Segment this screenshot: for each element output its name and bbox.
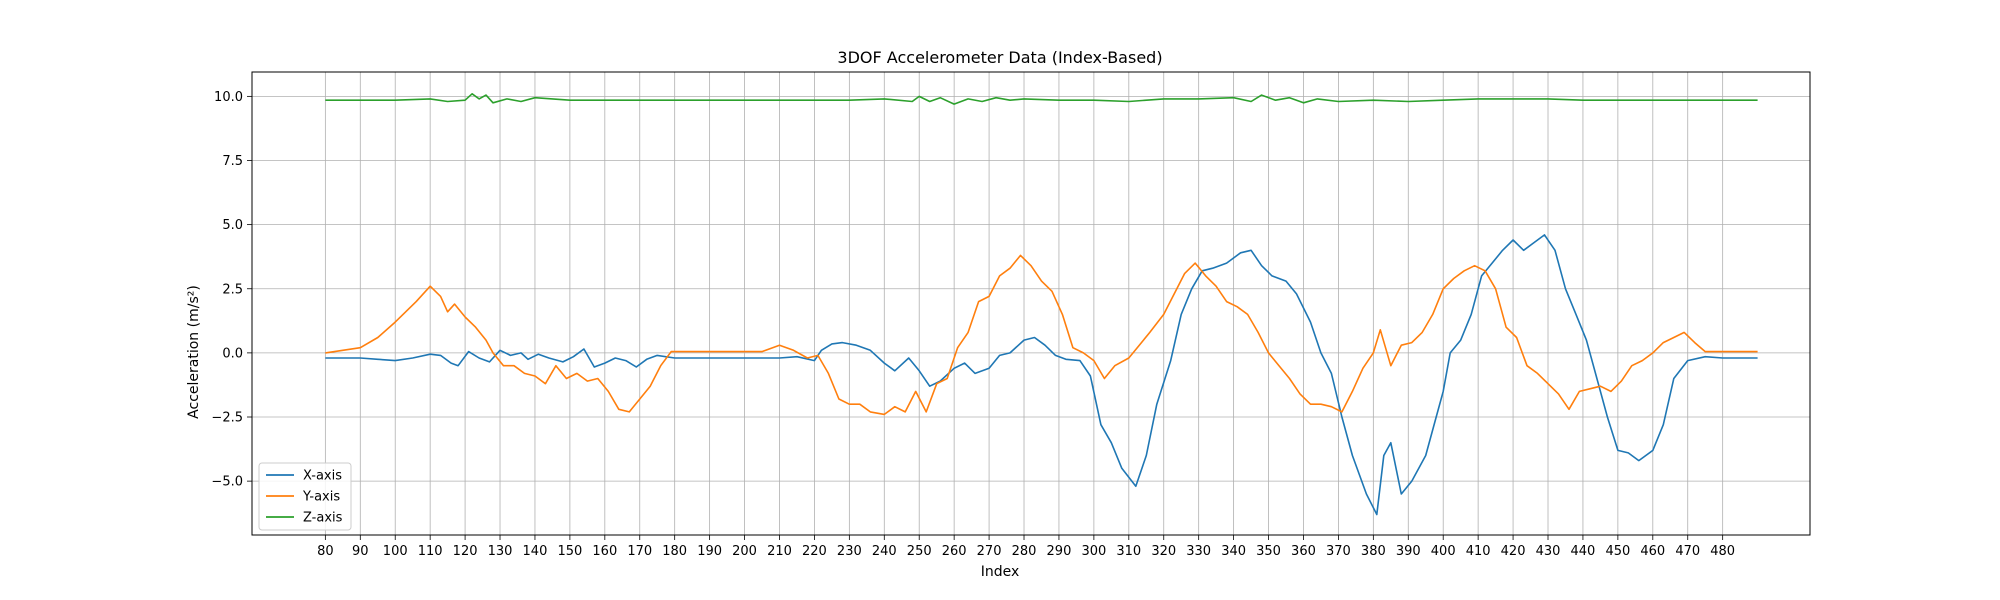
series-line-y-axis [325,254,1758,416]
plot-area [252,72,1810,535]
legend-label-z-axis: Z-axis [303,511,343,526]
x-tick-label: 200 [732,544,757,559]
y-tick-label: −5.0 [211,475,243,490]
x-tick-label: 240 [872,544,897,559]
y-axis-label: Acceleration (m/s²) [186,285,202,419]
x-tick-label: 210 [767,544,792,559]
x-tick-label: 100 [383,544,408,559]
y-tick-label: 10.0 [214,90,243,105]
x-tick-label: 260 [942,544,967,559]
x-tick-label: 310 [1116,544,1141,559]
x-tick-label: 90 [352,544,369,559]
x-tick-label: 180 [662,544,687,559]
y-tick-label: 7.5 [222,154,243,169]
x-tick-label: 360 [1291,544,1316,559]
series-lines [325,93,1758,516]
plot-background [252,72,1810,535]
legend: X-axis Y-axis Z-axis [258,462,352,531]
plot-frame [251,71,1811,536]
x-tick-label: 110 [418,544,443,559]
x-axis-ticks: 80 90 100 110 120 130 140 150 160 170 180 190 200 210… [317,535,1735,559]
x-tick-label: 410 [1466,544,1491,559]
x-tick-label: 300 [1081,544,1106,559]
x-tick-label: 140 [523,544,548,559]
y-tick-label: 5.0 [222,218,243,233]
x-tick-label: 480 [1710,544,1735,559]
x-tick-label: 280 [1012,544,1037,559]
x-tick-label: 160 [592,544,617,559]
chart-title: 3DOF Accelerometer Data (Index-Based) [837,48,1162,67]
x-tick-label: 80 [317,544,334,559]
x-tick-label: 270 [977,544,1002,559]
x-tick-label: 440 [1571,544,1596,559]
gridlines [252,72,1810,535]
x-tick-label: 320 [1151,544,1176,559]
legend-label-x-axis: X-axis [303,469,342,484]
y-tick-label: 0.0 [222,346,243,361]
x-axis-label: Index [981,564,1020,580]
x-tick-label: 250 [907,544,932,559]
series-line-z-axis [325,93,1758,105]
y-tick-label: −2.5 [211,411,243,426]
x-tick-label: 450 [1605,544,1630,559]
x-tick-label: 390 [1396,544,1421,559]
x-tick-label: 350 [1256,544,1281,559]
x-tick-label: 340 [1221,544,1246,559]
x-tick-label: 170 [627,544,652,559]
x-tick-label: 230 [837,544,862,559]
x-tick-label: 420 [1501,544,1526,559]
x-tick-label: 430 [1536,544,1561,559]
x-tick-label: 330 [1186,544,1211,559]
x-tick-label: 290 [1047,544,1072,559]
legend-box [258,462,352,531]
x-tick-label: 470 [1675,544,1700,559]
x-tick-label: 370 [1326,544,1351,559]
x-tick-label: 130 [488,544,513,559]
y-axis-ticks: −5.0 −2.5 0.0 2.5 5.0 7.5 10.0 [211,90,252,490]
x-tick-label: 400 [1431,544,1456,559]
x-tick-label: 190 [697,544,722,559]
x-tick-label: 120 [453,544,478,559]
x-tick-label: 460 [1640,544,1665,559]
y-tick-label: 2.5 [222,282,243,297]
series-line-x-axis [325,234,1758,516]
x-tick-label: 380 [1361,544,1386,559]
legend-label-y-axis: Y-axis [302,490,340,505]
x-tick-label: 220 [802,544,827,559]
x-tick-label: 150 [557,544,582,559]
